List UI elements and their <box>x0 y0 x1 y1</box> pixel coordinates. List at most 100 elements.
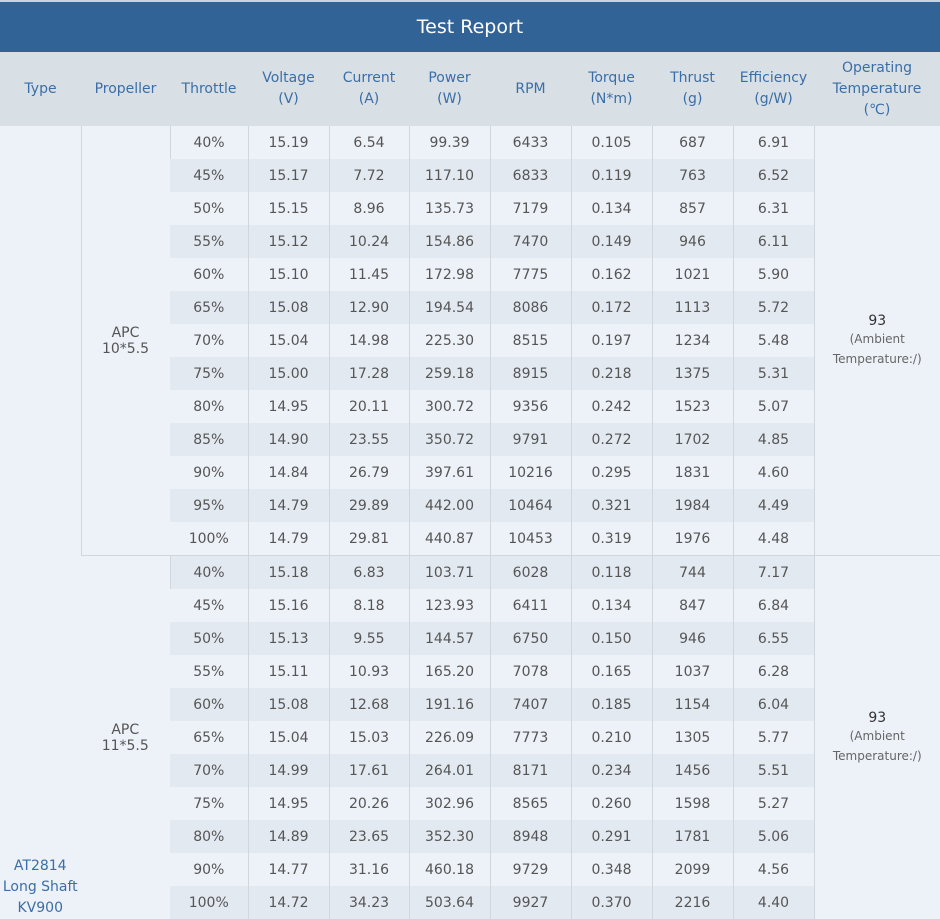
cell-rpm: 6833 <box>490 159 571 192</box>
cell-rpm: 7179 <box>490 192 571 225</box>
cell-power: 172.98 <box>409 258 490 291</box>
cell-throttle: 40% <box>170 126 248 159</box>
cell-rpm: 9729 <box>490 853 571 886</box>
cell-rpm: 8515 <box>490 324 571 357</box>
cell-voltage: 14.79 <box>248 522 329 556</box>
column-header-line: Thrust <box>652 68 733 89</box>
cell-power: 103.71 <box>409 556 490 590</box>
cell-thrust: 1154 <box>652 688 733 721</box>
column-header-line: RPM <box>490 79 571 100</box>
cell-current: 23.65 <box>329 820 409 853</box>
cell-throttle: 70% <box>170 754 248 787</box>
cell-thrust: 1984 <box>652 489 733 522</box>
cell-throttle: 90% <box>170 456 248 489</box>
cell-efficiency: 4.60 <box>733 456 814 489</box>
cell-voltage: 14.72 <box>248 886 329 919</box>
column-header-line: (V) <box>248 89 329 110</box>
cell-efficiency: 7.17 <box>733 556 814 590</box>
cell-power: 300.72 <box>409 390 490 423</box>
cell-throttle: 45% <box>170 589 248 622</box>
cell-current: 20.26 <box>329 787 409 820</box>
cell-efficiency: 6.55 <box>733 622 814 655</box>
cell-current: 10.24 <box>329 225 409 258</box>
cell-thrust: 1781 <box>652 820 733 853</box>
cell-voltage: 14.90 <box>248 423 329 456</box>
cell-thrust: 2099 <box>652 853 733 886</box>
cell-torque: 0.319 <box>571 522 652 556</box>
cell-rpm: 8948 <box>490 820 571 853</box>
propeller-line: APC <box>82 325 170 341</box>
cell-torque: 0.260 <box>571 787 652 820</box>
cell-thrust: 1021 <box>652 258 733 291</box>
column-header-line: Voltage <box>248 68 329 89</box>
cell-throttle: 95% <box>170 489 248 522</box>
cell-current: 6.83 <box>329 556 409 590</box>
temperature-value: 93 <box>815 710 940 726</box>
cell-rpm: 7775 <box>490 258 571 291</box>
cell-voltage: 15.11 <box>248 655 329 688</box>
cell-efficiency: 6.84 <box>733 589 814 622</box>
column-header-line: Temperature <box>814 79 940 100</box>
cell-current: 6.54 <box>329 126 409 159</box>
cell-power: 264.01 <box>409 754 490 787</box>
cell-power: 165.20 <box>409 655 490 688</box>
column-header-line: (g/W) <box>733 89 814 110</box>
cell-rpm: 10216 <box>490 456 571 489</box>
cell-throttle: 55% <box>170 225 248 258</box>
cell-rpm: 6411 <box>490 589 571 622</box>
cell-rpm: 8565 <box>490 787 571 820</box>
cell-rpm: 8915 <box>490 357 571 390</box>
column-header-line: Efficiency <box>733 68 814 89</box>
cell-thrust: 763 <box>652 159 733 192</box>
cell-efficiency: 4.49 <box>733 489 814 522</box>
cell-current: 12.68 <box>329 688 409 721</box>
cell-current: 31.16 <box>329 853 409 886</box>
column-header-propeller: Propeller <box>81 52 170 126</box>
column-header-line: (℃) <box>814 100 940 121</box>
cell-voltage: 14.84 <box>248 456 329 489</box>
cell-efficiency: 5.27 <box>733 787 814 820</box>
cell-throttle: 100% <box>170 522 248 556</box>
cell-voltage: 15.04 <box>248 324 329 357</box>
cell-rpm: 9927 <box>490 886 571 919</box>
column-header-line: Operating <box>814 58 940 79</box>
column-header-efficiency: Efficiency(g/W) <box>733 52 814 126</box>
cell-power: 440.87 <box>409 522 490 556</box>
cell-voltage: 14.89 <box>248 820 329 853</box>
cell-current: 8.18 <box>329 589 409 622</box>
cell-voltage: 15.18 <box>248 556 329 590</box>
cell-current: 34.23 <box>329 886 409 919</box>
motor-type-line: KV900 <box>0 898 81 919</box>
cell-torque: 0.218 <box>571 357 652 390</box>
cell-power: 503.64 <box>409 886 490 919</box>
cell-current: 7.72 <box>329 159 409 192</box>
cell-power: 123.93 <box>409 589 490 622</box>
column-header-power: Power(W) <box>409 52 490 126</box>
column-header-line: Propeller <box>81 79 170 100</box>
column-header-line: Torque <box>571 68 652 89</box>
cell-power: 460.18 <box>409 853 490 886</box>
cell-efficiency: 5.31 <box>733 357 814 390</box>
cell-rpm: 8171 <box>490 754 571 787</box>
cell-throttle: 85% <box>170 423 248 456</box>
cell-rpm: 7407 <box>490 688 571 721</box>
cell-torque: 0.119 <box>571 159 652 192</box>
cell-rpm: 7078 <box>490 655 571 688</box>
report-title: Test Report <box>0 0 940 52</box>
column-header-throttle: Throttle <box>170 52 248 126</box>
cell-torque: 0.295 <box>571 456 652 489</box>
cell-torque: 0.118 <box>571 556 652 590</box>
cell-current: 26.79 <box>329 456 409 489</box>
cell-throttle: 50% <box>170 622 248 655</box>
cell-current: 9.55 <box>329 622 409 655</box>
cell-throttle: 80% <box>170 820 248 853</box>
cell-torque: 0.172 <box>571 291 652 324</box>
cell-voltage: 14.99 <box>248 754 329 787</box>
cell-current: 15.03 <box>329 721 409 754</box>
cell-efficiency: 6.31 <box>733 192 814 225</box>
